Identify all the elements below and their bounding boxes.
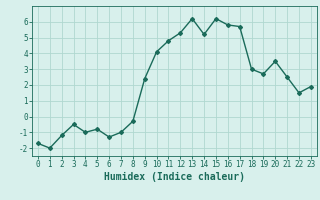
X-axis label: Humidex (Indice chaleur): Humidex (Indice chaleur)	[104, 172, 245, 182]
